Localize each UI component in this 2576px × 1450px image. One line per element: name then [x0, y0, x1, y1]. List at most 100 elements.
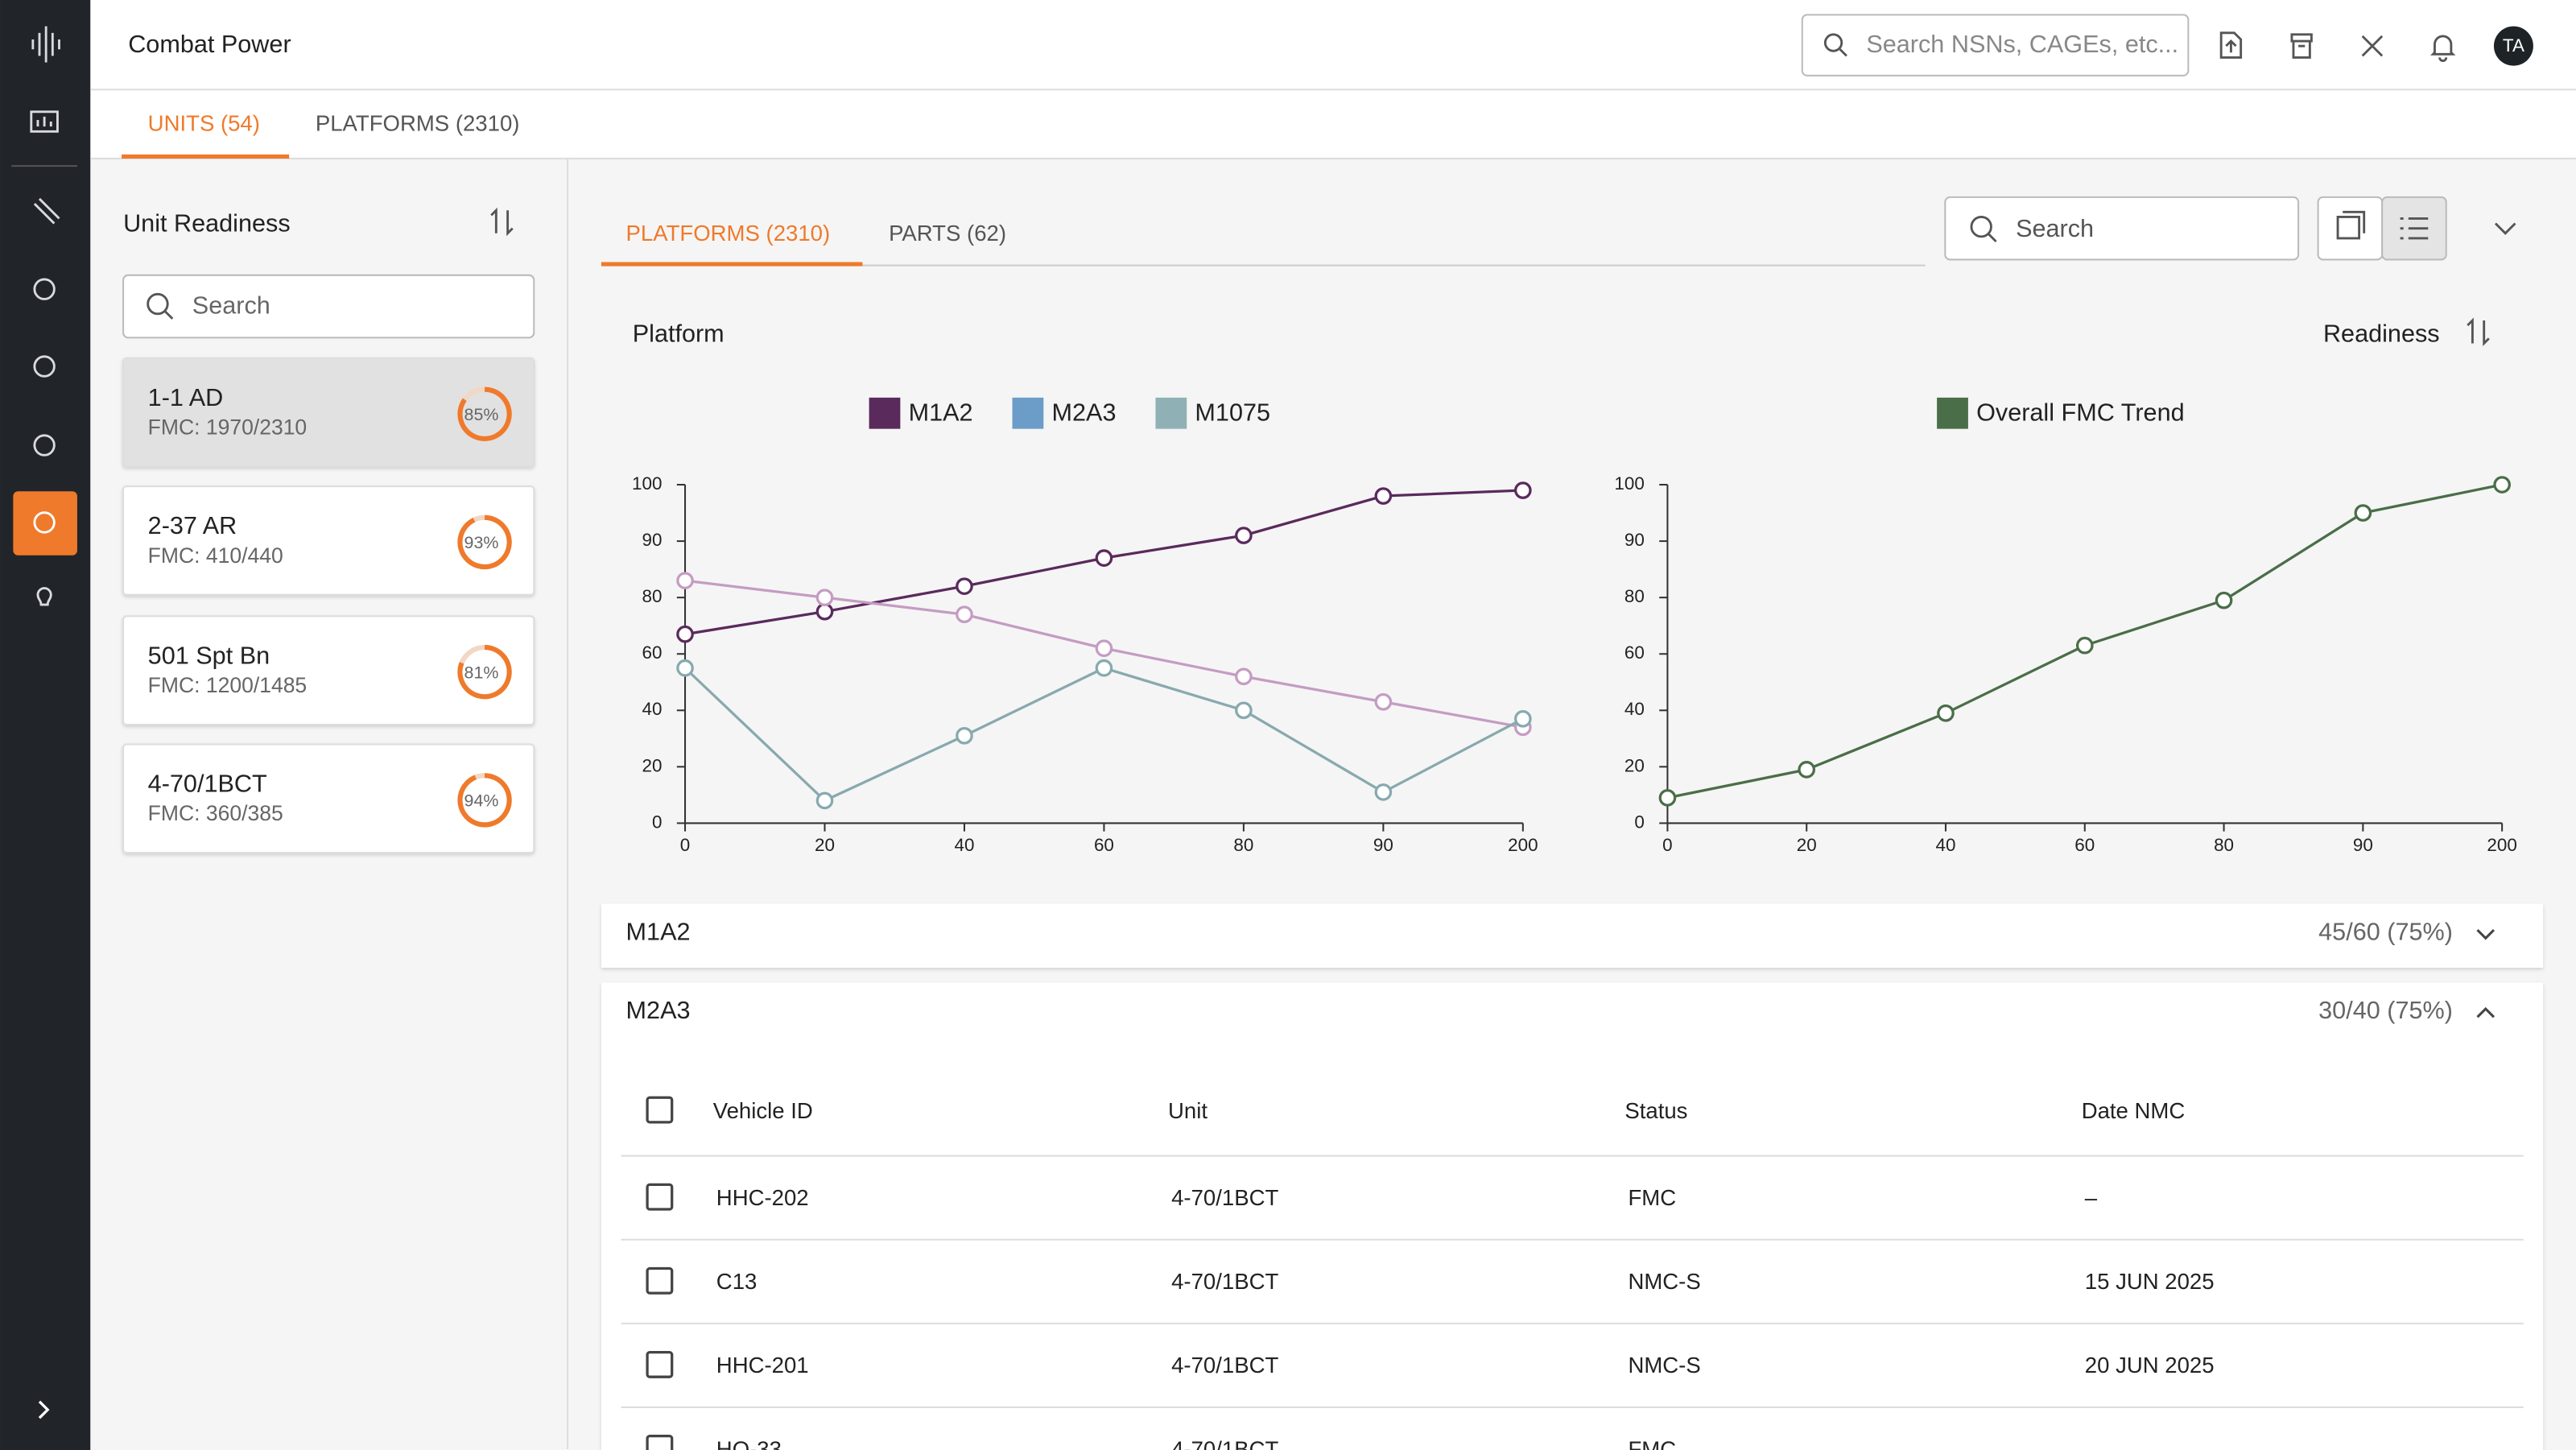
panel-title: Unit Readiness [123, 210, 291, 238]
point [1798, 761, 1816, 779]
unit-name: 2-37 AR [148, 512, 237, 539]
nav-atom[interactable] [33, 278, 56, 300]
y-tick-label: 40 [642, 699, 662, 719]
grid-view-button[interactable] [2317, 196, 2384, 261]
y-tick-label: 20 [642, 755, 662, 775]
nav-dashboard[interactable] [30, 110, 59, 133]
accordion: M1A2 45/60 (75%) M2A3 30/40 (75%) Vehicle ID… [601, 903, 2544, 1450]
app-title: Combat Power [128, 31, 291, 58]
x-tick-label: 40 [1936, 835, 1956, 855]
sidebar-expand[interactable] [38, 1400, 50, 1419]
point [1374, 487, 1393, 505]
checkbox[interactable] [646, 1350, 674, 1378]
global-search[interactable] [1801, 14, 2190, 76]
x-tick-label: 200 [1508, 835, 1538, 855]
table-cell: – [2085, 1185, 2098, 1210]
accordion-item[interactable] [601, 903, 2544, 969]
x-tick-label: 20 [1797, 835, 1817, 855]
sort-button[interactable] [2467, 317, 2490, 346]
checkbox[interactable] [646, 1096, 674, 1124]
y-tick-label: 40 [1624, 699, 1645, 719]
table-cell: HHC-201 [716, 1353, 809, 1378]
archive-button[interactable] [2290, 33, 2313, 59]
unit-card[interactable] [122, 357, 535, 468]
unit-card[interactable] [122, 743, 535, 854]
nav-active-icon [33, 511, 56, 534]
point [1514, 709, 1532, 728]
unit-search-placeholder: Search [192, 292, 270, 320]
unit-list: 1-1 AD FMC: 1970/2310 85% 2-37 AR FMC: 410/4… [122, 357, 535, 854]
accordion-title: M1A2 [626, 918, 691, 945]
legend-label: Overall FMC Trend [1976, 399, 2185, 426]
table-cell: 4-70/1BCT [1171, 1353, 1278, 1378]
legend-swatch [1155, 397, 1187, 429]
checkbox[interactable] [646, 1266, 674, 1295]
column-header: Vehicle ID [713, 1098, 813, 1123]
legend-swatch [1937, 397, 1968, 429]
search-icon [1839, 48, 1847, 57]
sort-button[interactable] [490, 207, 514, 237]
accordion-chevron[interactable] [2476, 929, 2496, 940]
point [2075, 636, 2094, 655]
checkbox[interactable] [646, 1183, 674, 1211]
legend-swatch [1012, 397, 1044, 429]
x-tick-label: 0 [680, 835, 690, 855]
content-tab[interactable]: PARTS (62) [889, 221, 1006, 246]
tab[interactable]: PLATFORMS (2310) [316, 110, 520, 135]
column-header: Date NMC [2082, 1098, 2186, 1123]
accordion-summary: 45/60 (75%) [2318, 918, 2453, 945]
avatar[interactable] [2493, 26, 2533, 66]
table-cell: 4-70/1BCT [1171, 1185, 1278, 1210]
x-tick-label: 90 [2353, 835, 2373, 855]
unit-search[interactable] [122, 274, 535, 339]
content-search[interactable] [1944, 196, 2300, 261]
accordion-chevron[interactable] [2476, 1006, 2496, 1018]
point [1514, 481, 1532, 499]
tools-button[interactable] [2361, 35, 2384, 57]
y-tick-label: 100 [1614, 473, 1644, 494]
unit-fmc: FMC: 360/385 [148, 801, 283, 825]
collapse-button[interactable] [2494, 222, 2516, 235]
list-view-icon [2400, 217, 2429, 240]
tab-active[interactable]: UNITS (54) [148, 110, 260, 135]
y-tick-label: 90 [642, 530, 662, 550]
grid-view-icon [2336, 210, 2366, 240]
sidebar [0, 0, 91, 1450]
point [676, 572, 694, 589]
x-tick-label: 20 [815, 835, 835, 855]
point [1095, 639, 1113, 658]
readiness-header: Readiness [2323, 320, 2440, 347]
nav-parts[interactable] [33, 197, 60, 225]
content-tab-active[interactable]: PLATFORMS (2310) [626, 221, 831, 246]
accordion-item[interactable] [601, 982, 2544, 1450]
accordion-title: M2A3 [626, 997, 691, 1024]
nav-active[interactable] [13, 491, 77, 556]
x-tick-label: 80 [2214, 835, 2234, 855]
notifications-button[interactable] [2429, 35, 2456, 62]
table-cell: 4-70/1BCT [1171, 1269, 1278, 1294]
gauge-label: 85% [464, 405, 499, 424]
point [676, 659, 694, 677]
table-cell: NMC-S [1628, 1269, 1700, 1294]
export-button[interactable] [2219, 31, 2243, 59]
nav-settings[interactable] [33, 355, 56, 378]
unit-fmc: FMC: 1200/1485 [148, 673, 308, 697]
point [676, 625, 694, 643]
point [1374, 783, 1393, 801]
x-tick-label: 90 [1373, 835, 1393, 855]
platform-header: Platform [633, 320, 724, 347]
unit-card[interactable] [122, 615, 535, 726]
nav-globe[interactable] [33, 434, 56, 456]
checkbox[interactable] [646, 1435, 674, 1450]
tab-underline [122, 154, 290, 159]
table-cell: FMC [1628, 1185, 1676, 1210]
gauge-label: 81% [464, 663, 499, 682]
point [2493, 476, 2511, 494]
nav-ideas[interactable] [36, 587, 52, 606]
point [1937, 704, 1955, 722]
unit-name: 1-1 AD [148, 384, 224, 411]
point [1658, 789, 1677, 807]
logo [31, 26, 60, 63]
unit-card[interactable] [122, 485, 535, 596]
